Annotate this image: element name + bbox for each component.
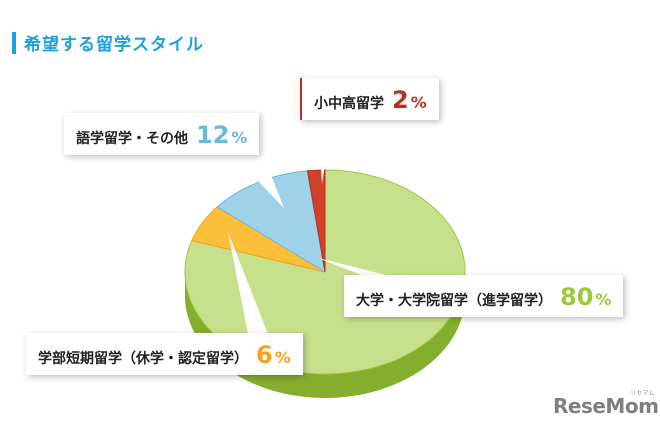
pie-slice-2: [216, 170, 326, 273]
value-language: 12%: [196, 121, 248, 149]
value-university: 80%: [560, 283, 612, 311]
chart-title: 希望する留学スタイル: [24, 35, 204, 55]
pointer-junior-high: [318, 118, 332, 184]
callout-language: 語学留学・その他 12%: [64, 113, 260, 155]
label-university: 大学・大学院留学（進学留学）: [356, 293, 552, 309]
value-short-term: 6%: [256, 341, 291, 369]
pointer-short-term: [228, 232, 268, 334]
callout-junior-high: 小中高留学 2%: [300, 78, 439, 120]
pointer-university: [318, 258, 390, 276]
resemom-logo: ReseMom リセマム: [553, 390, 659, 418]
label-short-term: 学部短期留学（休学・認定留学）: [38, 351, 248, 367]
pie-slice-3: [306, 169, 326, 273]
label-junior-high: 小中高留学: [314, 96, 384, 112]
pointer-language: [230, 152, 284, 208]
label-language: 語学留学・その他: [76, 131, 188, 147]
value-junior-high: 2%: [392, 86, 427, 114]
callout-university: 大学・大学院留学（進学留学） 80%: [344, 275, 624, 317]
title-accent-bar: [12, 32, 16, 54]
callout-short-term: 学部短期留学（休学・認定留学） 6%: [26, 333, 303, 375]
